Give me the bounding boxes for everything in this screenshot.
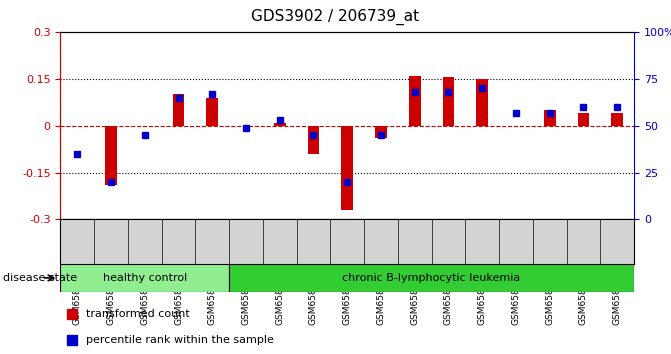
Text: healthy control: healthy control [103, 273, 187, 283]
Bar [578, 113, 589, 126]
Bar [172, 95, 185, 126]
Bar [229, 264, 634, 292]
Bar [207, 98, 218, 126]
Bar [375, 126, 387, 138]
Bar [611, 113, 623, 126]
Text: chronic B-lymphocytic leukemia: chronic B-lymphocytic leukemia [342, 273, 521, 283]
Bar [274, 122, 286, 126]
Text: disease state: disease state [3, 273, 77, 283]
Bar [409, 76, 421, 126]
Bar [342, 126, 353, 210]
Bar [105, 126, 117, 185]
Text: transformed count: transformed count [87, 309, 190, 319]
Text: GDS3902 / 206739_at: GDS3902 / 206739_at [252, 9, 419, 25]
Text: percentile rank within the sample: percentile rank within the sample [87, 335, 274, 345]
Bar [307, 126, 319, 154]
Bar [476, 79, 488, 126]
Bar [443, 77, 454, 126]
Bar [544, 110, 556, 126]
Bar [60, 264, 229, 292]
